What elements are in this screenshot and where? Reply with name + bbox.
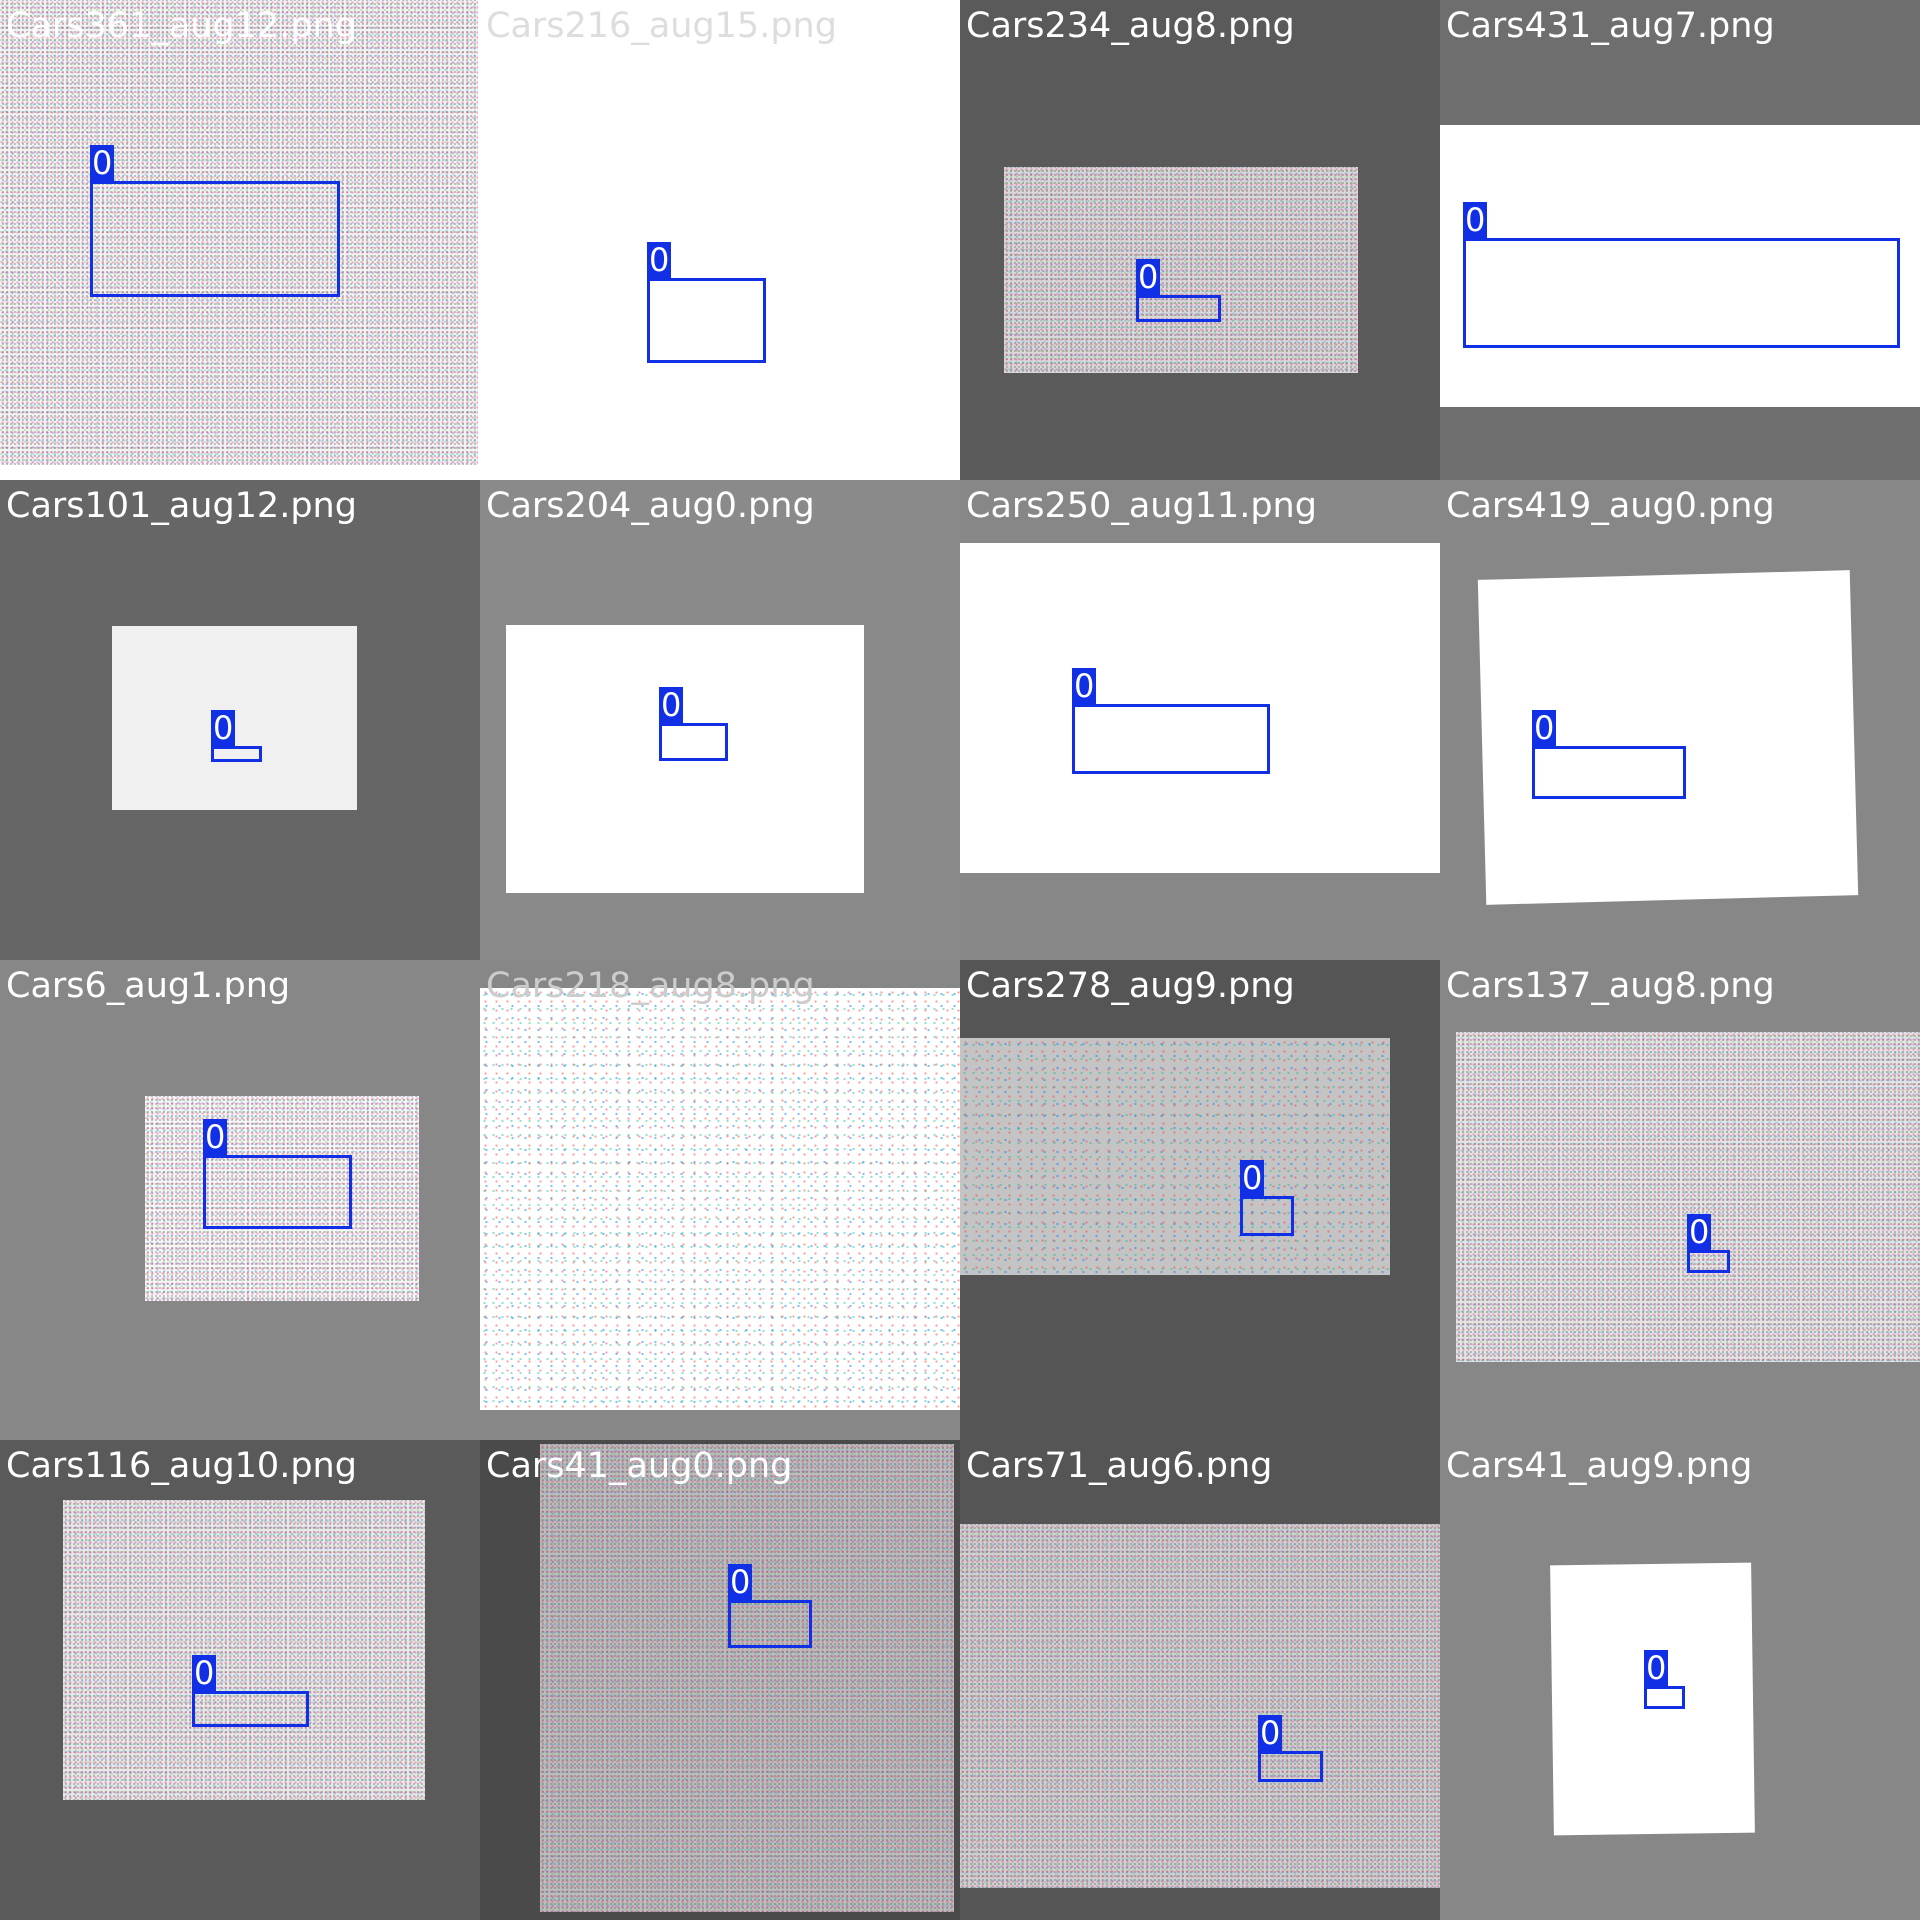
image-filename: Cars41_aug9.png bbox=[1446, 1446, 1753, 1486]
grid-tile: 0 Cars250_aug11.png bbox=[960, 480, 1440, 960]
bounding-box bbox=[1258, 1751, 1323, 1782]
grid-tile: 0 Cars216_aug15.png bbox=[480, 0, 960, 480]
bounding-box bbox=[1072, 704, 1270, 774]
augmented-image bbox=[1440, 125, 1920, 407]
class-label: 0 bbox=[647, 241, 672, 279]
image-filename: Cars101_aug12.png bbox=[6, 486, 357, 526]
grid-tile: 0 Cars419_aug0.png bbox=[1440, 480, 1920, 960]
bounding-box bbox=[647, 278, 766, 363]
grid-tile: 0 Cars137_aug8.png bbox=[1440, 960, 1920, 1440]
image-filename: Cars137_aug8.png bbox=[1446, 966, 1775, 1006]
image-filename: Cars116_aug10.png bbox=[6, 1446, 357, 1486]
image-filename: Cars278_aug9.png bbox=[966, 966, 1295, 1006]
image-filename: Cars431_aug7.png bbox=[1446, 6, 1775, 46]
bounding-box bbox=[1136, 295, 1221, 322]
augmented-image bbox=[480, 988, 960, 1410]
image-filename: Cars218_aug8.png bbox=[486, 966, 815, 1006]
grid-tile: 0 Cars234_aug8.png bbox=[960, 0, 1440, 480]
grid-tile: 0 Cars361_aug12.png bbox=[0, 0, 480, 480]
class-label: 0 bbox=[1136, 258, 1161, 296]
image-filename: Cars204_aug0.png bbox=[486, 486, 815, 526]
grid-tile: 0 Cars6_aug1.png bbox=[0, 960, 480, 1440]
bounding-box bbox=[1532, 746, 1686, 799]
augmented-image bbox=[960, 1524, 1440, 1888]
grid-tile: 0 Cars431_aug7.png bbox=[1440, 0, 1920, 480]
class-label: 0 bbox=[1240, 1159, 1265, 1197]
image-filename: Cars41_aug0.png bbox=[486, 1446, 793, 1486]
class-label: 0 bbox=[90, 144, 115, 182]
class-label: 0 bbox=[1532, 709, 1557, 747]
augmented-image bbox=[0, 0, 478, 465]
image-filename: Cars234_aug8.png bbox=[966, 6, 1295, 46]
class-label: 0 bbox=[1687, 1213, 1712, 1251]
grid-tile: Cars218_aug8.png bbox=[480, 960, 960, 1440]
grid-tile: 0 Cars41_aug9.png bbox=[1440, 1440, 1920, 1920]
class-label: 0 bbox=[659, 686, 684, 724]
bounding-box bbox=[211, 746, 262, 762]
class-label: 0 bbox=[203, 1118, 228, 1156]
grid-tile: 0 Cars204_aug0.png bbox=[480, 480, 960, 960]
class-label: 0 bbox=[728, 1563, 753, 1601]
bounding-box bbox=[192, 1691, 309, 1727]
augmented-image bbox=[1004, 167, 1358, 373]
augmented-image bbox=[540, 1444, 954, 1912]
grid-tile: 0 Cars278_aug9.png bbox=[960, 960, 1440, 1440]
image-filename: Cars216_aug15.png bbox=[486, 6, 837, 46]
augmented-image bbox=[1456, 1032, 1920, 1362]
image-filename: Cars6_aug1.png bbox=[6, 966, 291, 1006]
grid-tile: 0 Cars41_aug0.png bbox=[480, 1440, 960, 1920]
augmented-image bbox=[960, 1038, 1390, 1275]
class-label: 0 bbox=[1258, 1714, 1283, 1752]
grid-tile: 0 Cars71_aug6.png bbox=[960, 1440, 1440, 1920]
class-label: 0 bbox=[211, 709, 236, 747]
class-label: 0 bbox=[1644, 1649, 1669, 1687]
bounding-box bbox=[1644, 1686, 1685, 1709]
image-filename: Cars361_aug12.png bbox=[6, 6, 357, 46]
bounding-box bbox=[659, 723, 728, 761]
bounding-box bbox=[728, 1600, 812, 1648]
image-filename: Cars419_aug0.png bbox=[1446, 486, 1775, 526]
class-label: 0 bbox=[1072, 667, 1097, 705]
bounding-box bbox=[1240, 1196, 1294, 1236]
bounding-box bbox=[1687, 1250, 1730, 1273]
bounding-box bbox=[1463, 238, 1900, 348]
augmented-image bbox=[63, 1500, 425, 1800]
bounding-box bbox=[90, 181, 340, 297]
image-filename: Cars250_aug11.png bbox=[966, 486, 1317, 526]
augmented-image bbox=[960, 543, 1440, 873]
bounding-box bbox=[203, 1155, 352, 1229]
augmented-image bbox=[145, 1096, 419, 1301]
class-label: 0 bbox=[192, 1654, 217, 1692]
class-label: 0 bbox=[1463, 201, 1488, 239]
image-filename: Cars71_aug6.png bbox=[966, 1446, 1273, 1486]
grid-tile: 0 Cars116_aug10.png bbox=[0, 1440, 480, 1920]
grid-tile: 0 Cars101_aug12.png bbox=[0, 480, 480, 960]
